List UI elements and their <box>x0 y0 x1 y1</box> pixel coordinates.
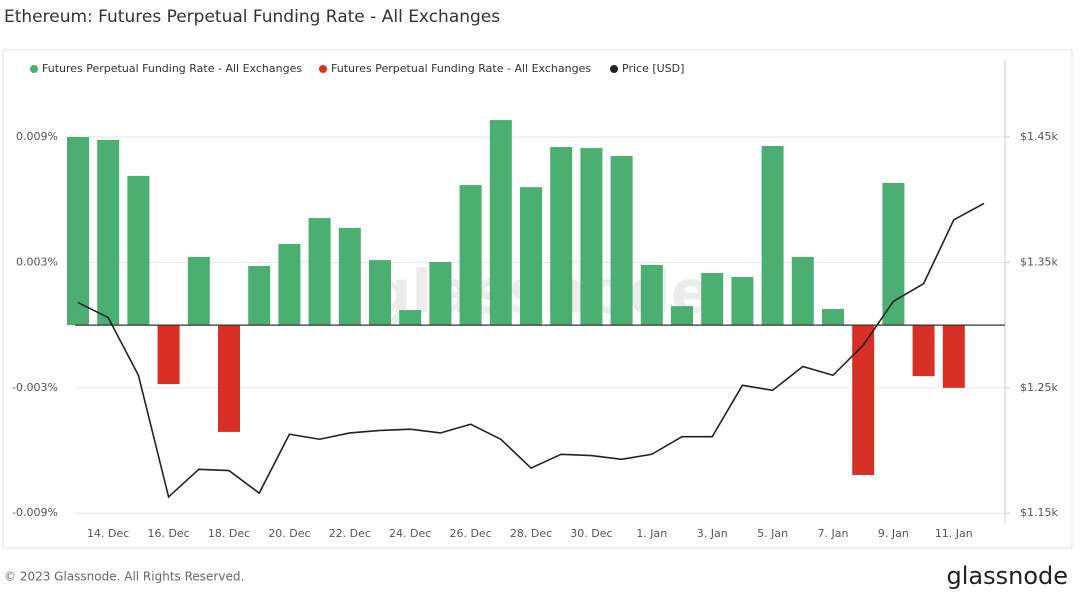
y-tick-label: 0.009% <box>16 130 58 143</box>
y-tick-label: -0.003% <box>12 381 58 394</box>
x-tick-label: 3. Jan <box>697 527 728 540</box>
bar <box>218 325 240 432</box>
x-tick-label: 16. Dec <box>147 527 189 540</box>
bar <box>550 147 573 326</box>
x-tick-label: 9. Jan <box>878 527 909 540</box>
footer: © 2023 Glassnode. All Rights Reserved. <box>4 570 244 584</box>
bar <box>489 120 512 326</box>
bar <box>882 182 905 326</box>
y-tick-label: -0.009% <box>12 506 58 519</box>
bar <box>671 306 693 326</box>
bar <box>852 325 875 475</box>
bar <box>127 175 150 326</box>
bar <box>731 277 754 326</box>
x-tick-label: 24. Dec <box>389 527 431 540</box>
y2-tick-label: $1.35k <box>1020 255 1058 268</box>
bar <box>761 145 784 326</box>
x-tick-label: 26. Dec <box>449 527 491 540</box>
x-tick-label: 1. Jan <box>636 527 667 540</box>
bar <box>248 265 271 326</box>
bar <box>429 261 452 326</box>
bar <box>67 137 89 326</box>
bar <box>640 264 663 326</box>
bar <box>822 309 844 326</box>
bar <box>580 148 603 326</box>
y2-tick-label: $1.15k <box>1020 506 1058 519</box>
bar <box>157 325 180 385</box>
x-tick-label: 18. Dec <box>208 527 250 540</box>
chart-title: Ethereum: Futures Perpetual Funding Rate… <box>4 7 500 27</box>
legend-marker <box>319 65 327 73</box>
x-tick-label: 22. Dec <box>329 527 371 540</box>
legend-label: Price [USD] <box>622 62 684 75</box>
y2-tick-label: $1.45k <box>1020 130 1058 143</box>
x-tick-label: 30. Dec <box>570 527 612 540</box>
x-tick-label: 7. Jan <box>818 527 849 540</box>
bar <box>791 256 814 326</box>
bar <box>308 218 331 326</box>
x-tick-label: 20. Dec <box>268 527 310 540</box>
bar <box>520 187 542 326</box>
x-tick-label: 11. Jan <box>935 527 973 540</box>
bar <box>369 260 391 326</box>
y-tick-label: 0.003% <box>16 255 58 268</box>
x-tick-label: 14. Dec <box>87 527 129 540</box>
x-tick-label: 5. Jan <box>757 527 788 540</box>
bar <box>278 244 301 326</box>
bar <box>399 310 422 326</box>
bar <box>187 256 210 326</box>
chart-frame <box>2 49 1073 549</box>
legend-label: Futures Perpetual Funding Rate - All Exc… <box>331 62 591 75</box>
legend-marker <box>30 65 38 73</box>
legend-marker <box>610 65 618 73</box>
bar <box>610 156 633 326</box>
y2-tick-label: $1.25k <box>1020 381 1058 394</box>
bar <box>459 185 482 326</box>
x-tick-label: 28. Dec <box>510 527 552 540</box>
bar <box>338 227 361 326</box>
price-line <box>77 202 985 499</box>
brand: glassnode <box>946 562 1068 590</box>
bar <box>912 325 935 377</box>
legend-label: Futures Perpetual Funding Rate - All Exc… <box>42 62 302 75</box>
bar <box>701 273 724 326</box>
bar <box>97 139 120 326</box>
bar <box>942 325 965 388</box>
